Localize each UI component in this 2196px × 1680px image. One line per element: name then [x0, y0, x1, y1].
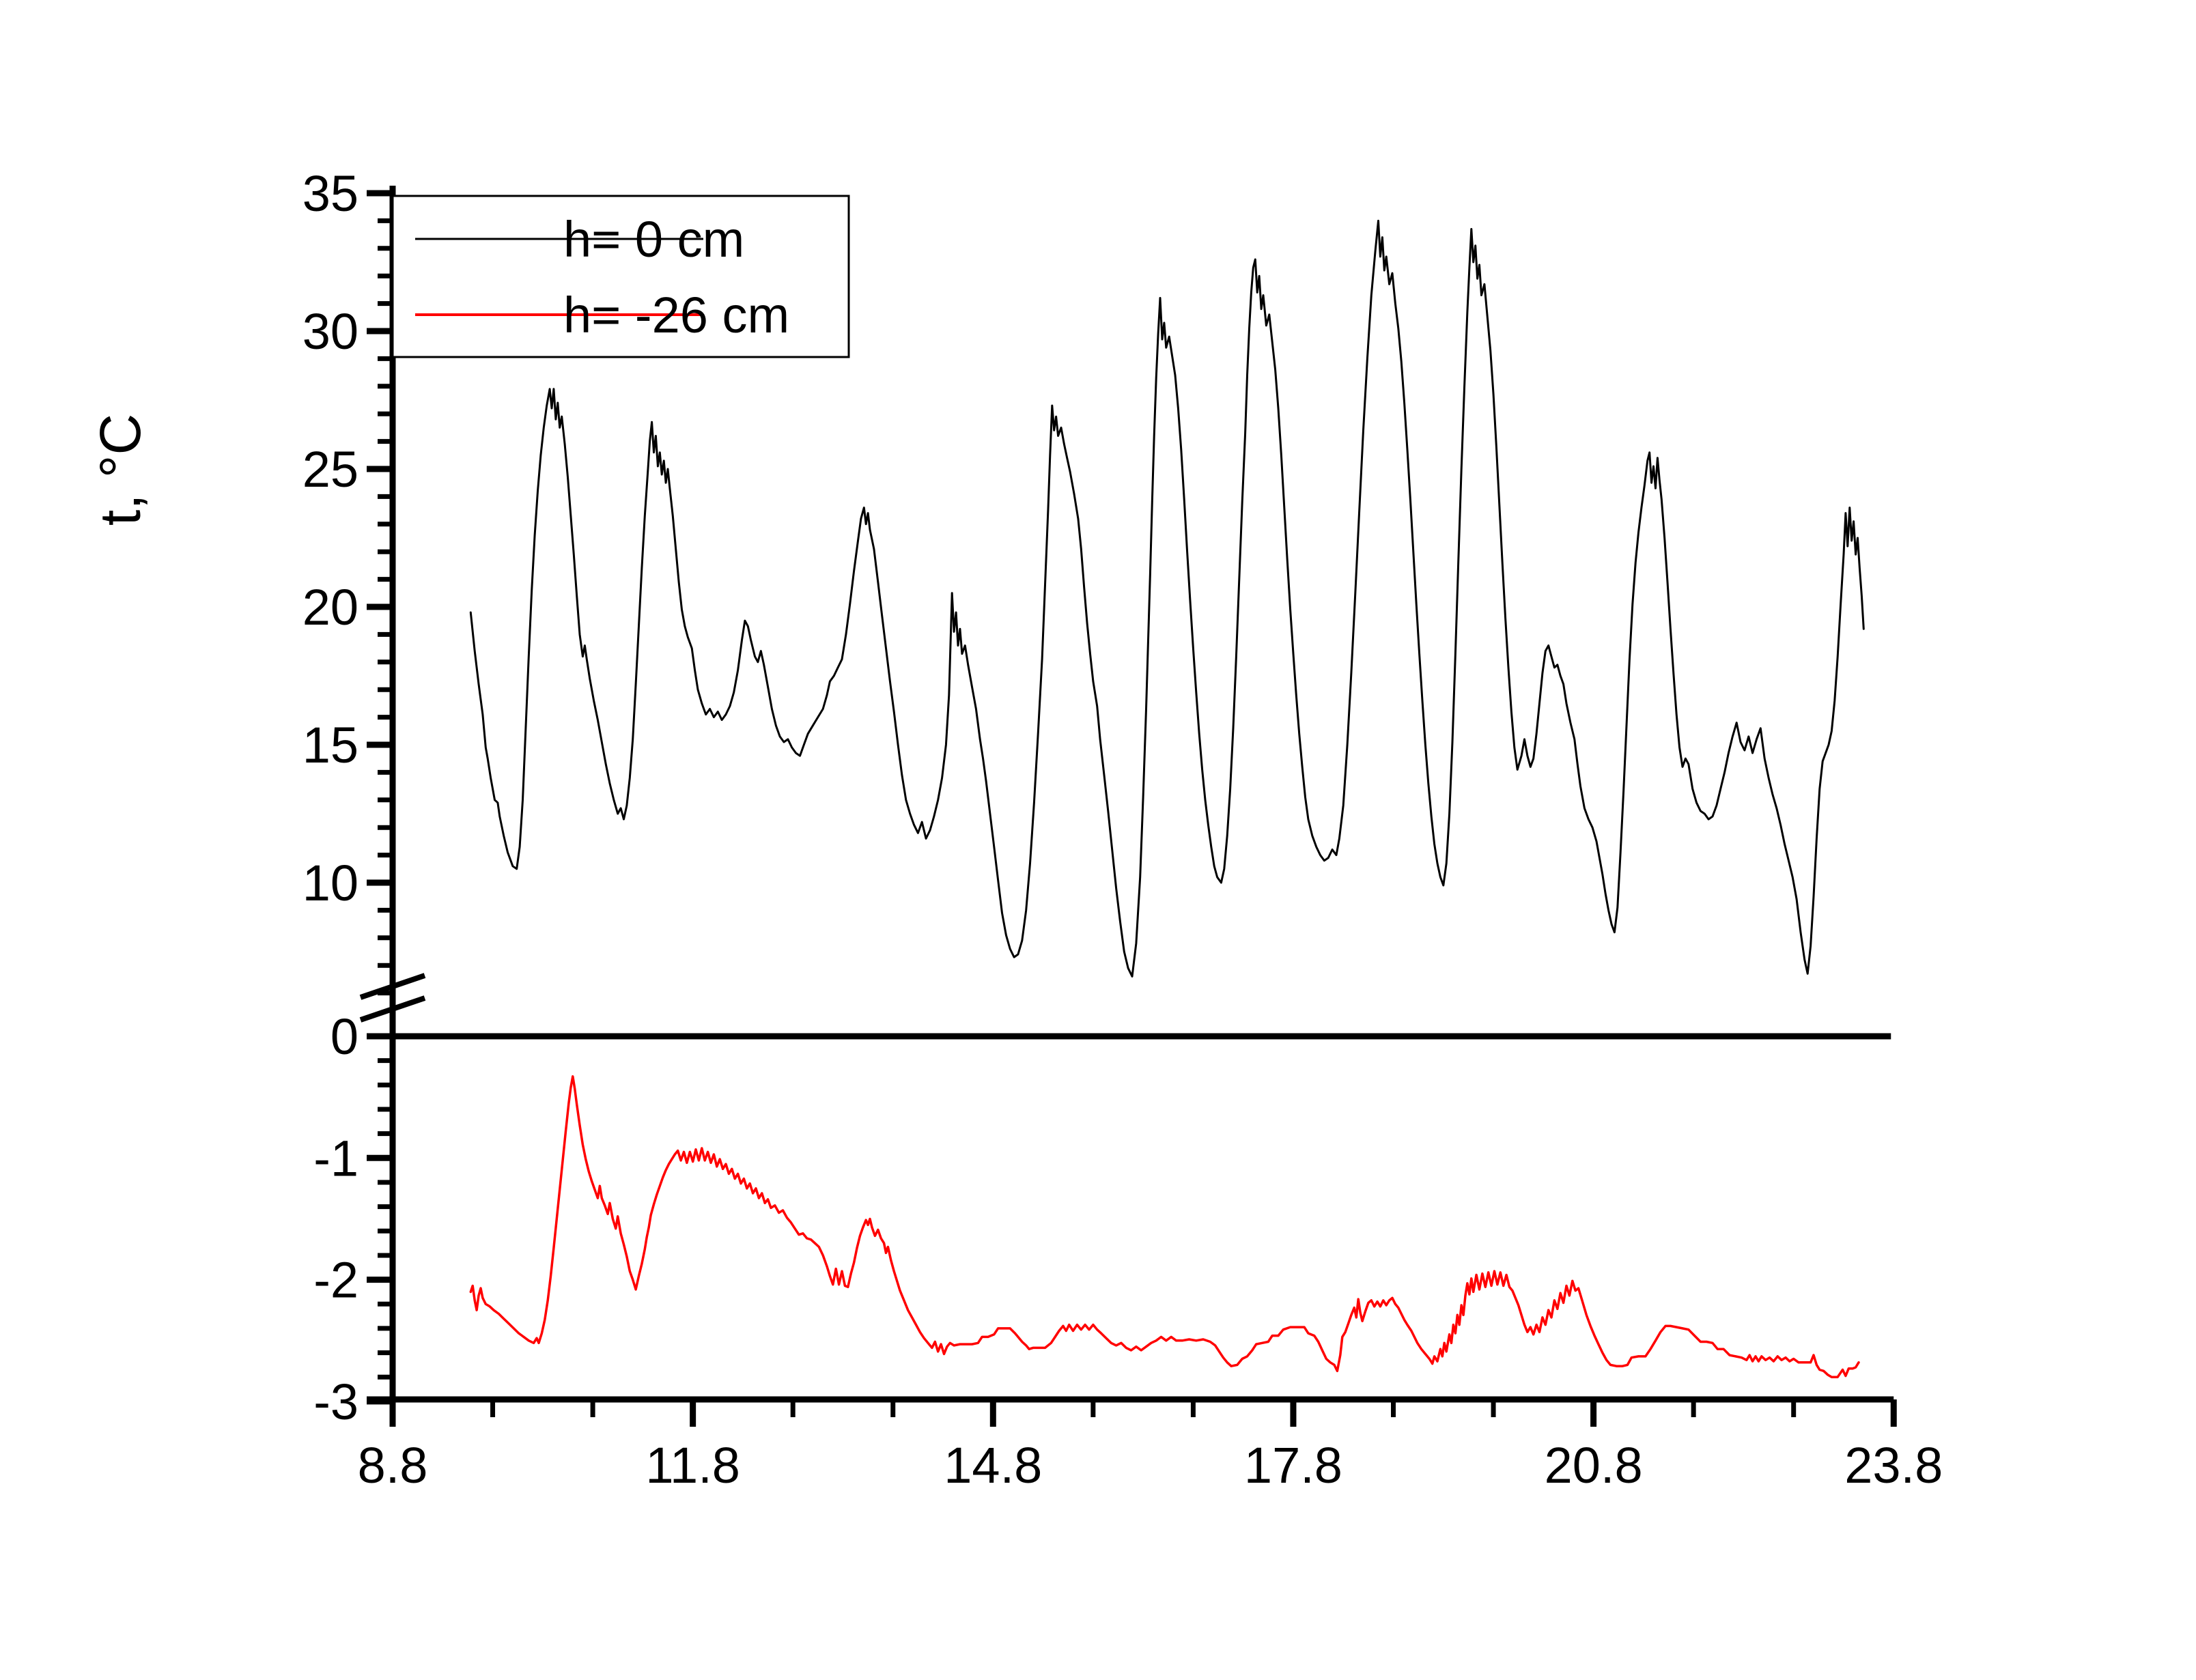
- legend-label-1: h= -26 cm: [563, 287, 789, 343]
- y-upper-tick-label: 25: [302, 441, 358, 498]
- axis-break-slash: [359, 973, 426, 1000]
- y-upper-tick-label: 15: [302, 717, 358, 773]
- y-lower-tick-label: -2: [313, 1252, 358, 1309]
- series-line-h0cm: [469, 219, 1865, 978]
- x-tick-label: 8.8: [358, 1437, 428, 1494]
- legend-label-0: h= 0 cm: [563, 211, 744, 268]
- x-tick-label: 20.8: [1545, 1437, 1643, 1494]
- legend-box: [391, 195, 850, 358]
- x-tick-label: 23.8: [1844, 1437, 1943, 1494]
- x-tick-label: 17.8: [1244, 1437, 1342, 1494]
- y-lower-tick-label: -3: [313, 1373, 358, 1430]
- series-line-h-26cm: [469, 1075, 1860, 1378]
- y-upper-tick-label: 30: [302, 303, 358, 360]
- y-upper-tick-label: 10: [302, 855, 358, 911]
- x-tick-label: 11.8: [645, 1437, 740, 1494]
- axis-break-slash: [359, 995, 426, 1023]
- y-lower-tick-label: -1: [313, 1130, 358, 1186]
- y-upper-tick-label: 35: [302, 165, 358, 222]
- y-lower-tick-label: 0: [330, 1008, 358, 1065]
- x-tick-label: 14.8: [944, 1437, 1042, 1494]
- y-upper-tick-label: 20: [302, 579, 358, 636]
- y-axis-title: t, °C: [88, 414, 152, 526]
